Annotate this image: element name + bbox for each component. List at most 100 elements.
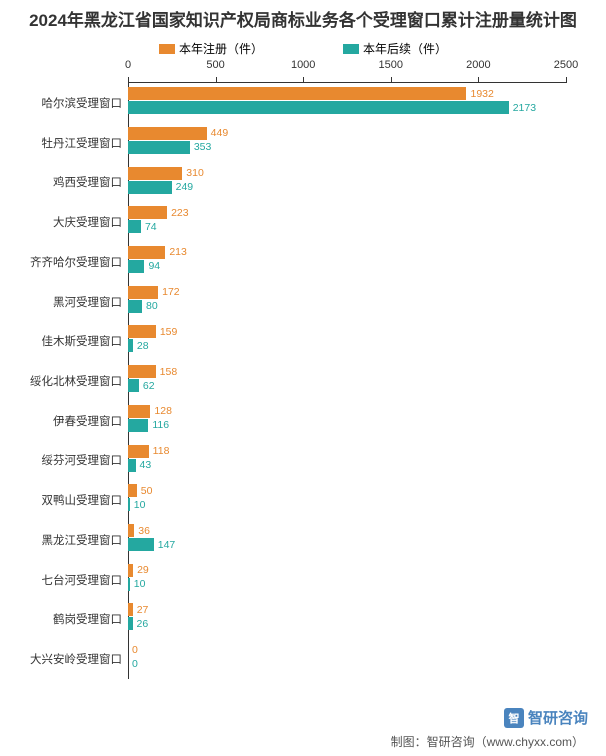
bar-value-label: 116	[152, 419, 169, 431]
bar-value-label: 28	[137, 340, 149, 352]
bar-row: 28	[128, 339, 566, 352]
watermark: 智 智研咨询	[504, 707, 588, 728]
bar-row: 74	[128, 220, 566, 233]
bar-row: 62	[128, 379, 566, 392]
bar-row: 116	[128, 419, 566, 432]
category-group: 绥芬河受理窗口11843	[128, 441, 566, 481]
bar	[128, 220, 141, 233]
watermark-brand: 智研咨询	[528, 707, 588, 728]
bar	[128, 459, 136, 472]
bar-value-label: 0	[132, 644, 138, 656]
bar-row: 0	[128, 657, 566, 670]
x-tick-label: 1000	[291, 59, 315, 71]
bar-value-label: 43	[140, 459, 152, 471]
bar-row: 147	[128, 538, 566, 551]
bar-value-label: 50	[141, 485, 153, 497]
bar	[128, 141, 190, 154]
bar-row: 27	[128, 603, 566, 616]
bar-row: 94	[128, 260, 566, 273]
bar	[128, 445, 149, 458]
bar-row: 10	[128, 578, 566, 591]
bar	[128, 286, 158, 299]
bar	[128, 206, 167, 219]
bar	[128, 603, 133, 616]
bar-row: 29	[128, 564, 566, 577]
bar-row: 0	[128, 643, 566, 656]
category-group: 伊春受理窗口128116	[128, 401, 566, 441]
bar-row: 158	[128, 365, 566, 378]
bar-row: 10	[128, 498, 566, 511]
category-group: 七台河受理窗口2910	[128, 560, 566, 600]
bar	[128, 246, 165, 259]
x-tick-label: 0	[125, 59, 131, 71]
category-group: 双鸭山受理窗口5010	[128, 480, 566, 520]
category-group: 齐齐哈尔受理窗口21394	[128, 242, 566, 282]
chart-title: 2024年黑龙江省国家知识产权局商标业务各个受理窗口累计注册量统计图	[10, 10, 596, 32]
bar-value-label: 213	[169, 246, 187, 258]
bar-row: 36	[128, 524, 566, 537]
bar-value-label: 310	[186, 167, 204, 179]
chart-container: 2024年黑龙江省国家知识产权局商标业务各个受理窗口累计注册量统计图 本年注册（…	[0, 0, 606, 756]
bar-row: 249	[128, 181, 566, 194]
category-label: 大兴安岭受理窗口	[14, 651, 128, 667]
bar-value-label: 26	[137, 618, 149, 630]
legend-marker-1	[159, 44, 175, 54]
category-label: 双鸭山受理窗口	[14, 492, 128, 508]
category-label: 牡丹江受理窗口	[14, 135, 128, 151]
category-label: 七台河受理窗口	[14, 572, 128, 588]
bar-value-label: 36	[138, 525, 150, 537]
bar	[128, 524, 134, 537]
bar-value-label: 159	[160, 326, 178, 338]
bar-value-label: 74	[145, 221, 157, 233]
bar-value-label: 10	[134, 578, 146, 590]
bar-value-label: 29	[137, 564, 149, 576]
bar-row: 159	[128, 325, 566, 338]
bar	[128, 325, 156, 338]
bar	[128, 617, 133, 630]
bar	[128, 538, 154, 551]
legend-item-series1: 本年注册（件）	[159, 40, 263, 57]
bar-value-label: 158	[160, 366, 178, 378]
bar	[128, 260, 144, 273]
bar	[128, 181, 172, 194]
bar-value-label: 1932	[470, 88, 493, 100]
bar-value-label: 147	[158, 539, 176, 551]
bar	[128, 419, 148, 432]
bar	[128, 564, 133, 577]
bar-row: 128	[128, 405, 566, 418]
bar	[128, 300, 142, 313]
bar	[128, 405, 150, 418]
watermark-logo-icon: 智	[504, 708, 524, 728]
legend: 本年注册（件） 本年后续（件）	[10, 40, 596, 57]
bar	[128, 339, 133, 352]
bar-row: 50	[128, 484, 566, 497]
bar-value-label: 94	[148, 260, 160, 272]
bar-row: 449	[128, 127, 566, 140]
category-label: 黑河受理窗口	[14, 294, 128, 310]
bar-row: 26	[128, 617, 566, 630]
bar-row: 1932	[128, 87, 566, 100]
bar-value-label: 249	[176, 181, 194, 193]
bars-area: 哈尔滨受理窗口19322173牡丹江受理窗口449353鸡西受理窗口310249…	[128, 83, 566, 679]
category-label: 绥化北林受理窗口	[14, 373, 128, 389]
category-group: 佳木斯受理窗口15928	[128, 321, 566, 361]
bar-row: 310	[128, 167, 566, 180]
bar-value-label: 128	[154, 405, 172, 417]
category-group: 鹤岗受理窗口2726	[128, 599, 566, 639]
legend-label-2: 本年后续（件）	[363, 40, 447, 57]
category-label: 绥芬河受理窗口	[14, 452, 128, 468]
bar	[128, 379, 139, 392]
bar-value-label: 118	[153, 445, 170, 457]
bar	[128, 127, 207, 140]
bar-value-label: 27	[137, 604, 149, 616]
bar-value-label: 172	[162, 286, 180, 298]
bar-value-label: 10	[134, 499, 146, 511]
bar-value-label: 2173	[513, 102, 536, 114]
legend-item-series2: 本年后续（件）	[343, 40, 447, 57]
bar	[128, 167, 182, 180]
bar-value-label: 62	[143, 380, 155, 392]
category-label: 大庆受理窗口	[14, 214, 128, 230]
bar-value-label: 0	[132, 658, 138, 670]
bar-row: 223	[128, 206, 566, 219]
category-label: 鹤岗受理窗口	[14, 611, 128, 627]
